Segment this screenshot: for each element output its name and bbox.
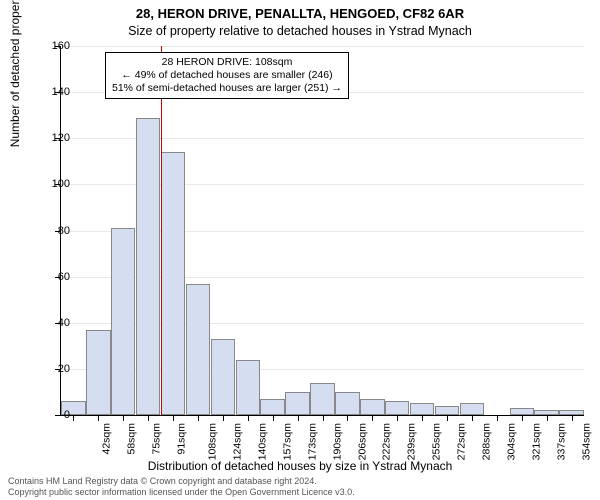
x-tick-label: 75sqm [151, 423, 163, 455]
x-tick-label: 239sqm [406, 423, 418, 460]
attribution-text: Contains HM Land Registry data © Crown c… [8, 476, 355, 498]
attribution-line1: Contains HM Land Registry data © Crown c… [8, 476, 355, 487]
histogram-bar [335, 392, 359, 415]
y-tick-label: 0 [40, 409, 70, 421]
x-tick [123, 415, 124, 421]
attribution-line2: Copyright public sector information lice… [8, 487, 355, 498]
x-tick [397, 415, 398, 421]
annotation-box: 28 HERON DRIVE: 108sqm ← 49% of detached… [105, 52, 349, 99]
histogram-bar [86, 330, 110, 415]
x-tick-label: 124sqm [231, 423, 243, 460]
y-tick-label: 100 [40, 178, 70, 190]
gridline [61, 46, 584, 47]
chart-subtitle: Size of property relative to detached ho… [0, 24, 600, 38]
y-tick-label: 120 [40, 132, 70, 144]
plot-area: 28 HERON DRIVE: 108sqm ← 49% of detached… [60, 46, 584, 416]
x-tick-label: 272sqm [455, 423, 467, 460]
histogram-bar [136, 118, 160, 416]
marker-line [161, 46, 162, 415]
histogram-bar [211, 339, 235, 415]
chart-title-address: 28, HERON DRIVE, PENALLTA, HENGOED, CF82… [0, 6, 600, 21]
x-tick [248, 415, 249, 421]
histogram-bar [310, 383, 334, 415]
histogram-bar [260, 399, 284, 415]
x-tick-label: 108sqm [206, 423, 218, 460]
x-tick [273, 415, 274, 421]
x-tick-label: 222sqm [381, 423, 393, 460]
y-tick-label: 140 [40, 86, 70, 98]
histogram-bar [385, 401, 409, 415]
x-tick [98, 415, 99, 421]
x-tick-label: 157sqm [281, 423, 293, 460]
histogram-bar [510, 408, 534, 415]
x-tick [223, 415, 224, 421]
x-tick-label: 288sqm [480, 423, 492, 460]
x-tick-label: 190sqm [331, 423, 343, 460]
x-tick [347, 415, 348, 421]
annotation-line2: ← 49% of detached houses are smaller (24… [112, 69, 342, 82]
histogram-bar [410, 403, 434, 415]
x-tick [522, 415, 523, 421]
histogram-bar [236, 360, 260, 415]
histogram-bar [360, 399, 384, 415]
x-tick [323, 415, 324, 421]
histogram-bar [186, 284, 210, 415]
x-tick-label: 91sqm [176, 423, 188, 455]
x-tick [472, 415, 473, 421]
x-tick [73, 415, 74, 421]
y-axis-label: Number of detached properties [8, 0, 22, 147]
histogram-bar [285, 392, 309, 415]
x-tick [422, 415, 423, 421]
x-tick [572, 415, 573, 421]
annotation-line3: 51% of semi-detached houses are larger (… [112, 82, 342, 95]
x-tick-label: 255sqm [431, 423, 443, 460]
x-axis-label: Distribution of detached houses by size … [0, 459, 600, 473]
y-tick-label: 160 [40, 40, 70, 52]
chart-container: 28, HERON DRIVE, PENALLTA, HENGOED, CF82… [0, 0, 600, 500]
annotation-line1: 28 HERON DRIVE: 108sqm [112, 56, 342, 69]
y-tick-label: 60 [40, 271, 70, 283]
x-tick [372, 415, 373, 421]
x-tick-label: 42sqm [101, 423, 113, 455]
x-tick-label: 354sqm [580, 423, 592, 460]
x-tick-label: 337sqm [555, 423, 567, 460]
y-tick-label: 80 [40, 225, 70, 237]
y-tick-label: 40 [40, 317, 70, 329]
y-tick-label: 20 [40, 363, 70, 375]
histogram-bar [111, 228, 135, 415]
x-tick [547, 415, 548, 421]
histogram-bar [460, 403, 484, 415]
x-tick [173, 415, 174, 421]
x-tick-label: 140sqm [256, 423, 268, 460]
x-tick-label: 173sqm [306, 423, 318, 460]
x-tick [148, 415, 149, 421]
x-tick-label: 321sqm [530, 423, 542, 460]
histogram-bar [161, 152, 185, 415]
x-tick [497, 415, 498, 421]
x-tick-label: 58sqm [126, 423, 138, 455]
x-tick [447, 415, 448, 421]
x-tick-label: 304sqm [505, 423, 517, 460]
histogram-bar [435, 406, 459, 415]
x-tick [298, 415, 299, 421]
x-tick [198, 415, 199, 421]
x-tick-label: 206sqm [356, 423, 368, 460]
